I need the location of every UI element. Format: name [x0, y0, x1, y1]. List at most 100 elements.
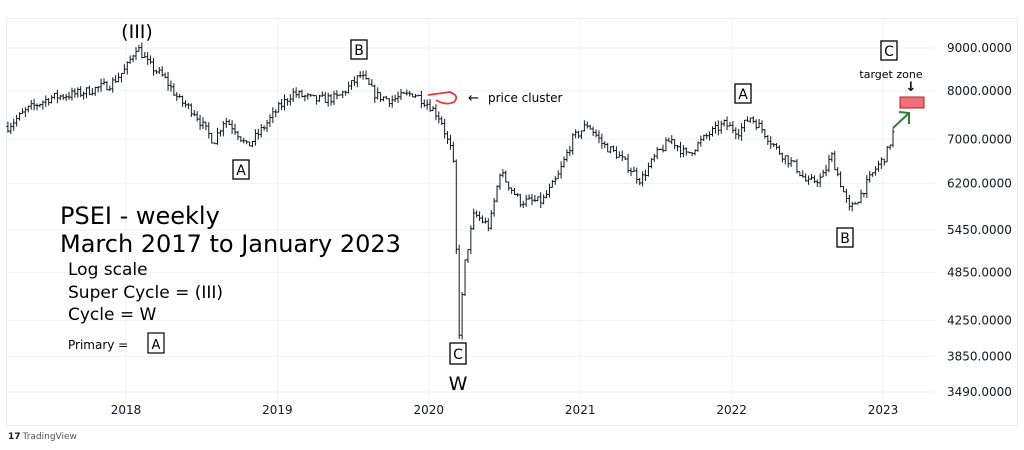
ohlc-bar [480, 215, 484, 224]
ohlc-bar [757, 119, 761, 129]
ohlc-bar [268, 114, 272, 127]
ohlc-bar [64, 93, 68, 102]
note-super-cycle: Super Cycle = (III) [68, 283, 223, 303]
ohlc-bar [859, 189, 863, 204]
ohlc-bar [55, 89, 59, 104]
tradingview-logo[interactable]: 𝟭𝟳 TradingView [8, 432, 77, 442]
chart-pane[interactable] [6, 18, 1018, 426]
ohlc-bar [853, 201, 857, 205]
ohlc-bar [603, 141, 607, 148]
ohlc-bar [885, 146, 889, 163]
ohlc-bar [530, 194, 534, 206]
ohlc-bar [693, 149, 697, 156]
ohlc-bar [93, 86, 97, 96]
ohlc-bar [842, 185, 846, 193]
ohlc-bar [868, 170, 872, 183]
ohlc-bar [114, 75, 118, 83]
ohlc-bar [649, 158, 653, 169]
ohlc-bar [777, 145, 781, 155]
ohlc-bar [381, 96, 385, 102]
ohlc-bar [504, 170, 508, 183]
ohlc-bar [612, 145, 616, 152]
ohlc-bar [198, 114, 202, 130]
ohlc-bar [804, 173, 808, 182]
svg-text:C: C [884, 44, 894, 60]
ohlc-bar [879, 157, 883, 169]
ohlc-bar [271, 107, 275, 123]
ohlc-bar [760, 120, 764, 134]
ohlc-bar [96, 86, 100, 93]
wave-label-iii: (III) [121, 21, 153, 43]
ohlc-bar [830, 151, 834, 163]
x-tick-label: 2018 [111, 403, 142, 417]
ohlc-bar [716, 120, 720, 136]
ohlc-bar [486, 218, 490, 232]
ohlc-bar [725, 116, 729, 131]
ohlc-bar [379, 92, 383, 103]
ohlc-bar [678, 141, 682, 158]
ohlc-bar [361, 70, 365, 80]
ohlc-bar [594, 129, 598, 138]
ohlc-bar [463, 259, 467, 296]
ohlc-bar [763, 129, 767, 139]
ohlc-bar [498, 173, 502, 190]
ohlc-bar [143, 51, 147, 59]
ohlc-bar [807, 175, 811, 185]
ohlc-bar [454, 159, 458, 255]
ohlc-bar [76, 87, 80, 98]
ohlc-bar [550, 179, 554, 188]
ohlc-bar [775, 143, 779, 150]
ohlc-bar [172, 83, 176, 96]
ohlc-bar [315, 95, 319, 105]
ohlc-bar [833, 150, 837, 171]
ohlc-bar [513, 187, 517, 196]
ohlc-bar [283, 94, 287, 111]
ohlc-bar [79, 86, 83, 98]
ohlc-bar [178, 93, 182, 98]
note-primary-box: A [152, 338, 161, 353]
ohlc-bar [384, 95, 388, 100]
y-axis[interactable]: 9000.0000 8000.0000 7000.0000 6200.0000 5450… [947, 41, 1012, 399]
ohlc-bar [90, 88, 94, 96]
x-axis[interactable]: 2018 2019 2020 2021 2022 2023 [111, 403, 899, 417]
ohlc-bar [111, 77, 115, 93]
ohlc-bar [35, 103, 39, 111]
ohlc-bar [218, 129, 222, 137]
ohlc-bar [151, 58, 155, 76]
ohlc-bar [108, 85, 112, 91]
ohlc-bar [82, 91, 86, 100]
ohlc-bar [146, 52, 150, 65]
ohlc-bar [119, 72, 123, 83]
ohlc-bar [6, 121, 10, 133]
ohlc-bar [696, 141, 700, 152]
ohlc-bar [865, 174, 869, 198]
ohlc-bar [259, 123, 263, 138]
ohlc-bar [661, 144, 665, 153]
ohlc-bar [585, 121, 589, 129]
ohlc-bar [70, 87, 74, 101]
ohlc-bar [285, 98, 289, 106]
ohlc-bar [547, 183, 551, 198]
ohlc-bar [347, 81, 351, 94]
ohlc-bar [836, 167, 840, 177]
ohlc-bar [527, 194, 531, 200]
ohlc-bar [446, 131, 450, 144]
ohlc-bar [780, 152, 784, 163]
ohlc-bar [431, 106, 435, 112]
ohlc-bar [227, 119, 231, 126]
ohlc-bar [597, 130, 601, 144]
ohlc-bar [664, 137, 668, 152]
ohlc-bar [862, 192, 866, 198]
ohlc-bar [411, 93, 415, 98]
ohlc-bar [839, 171, 843, 188]
ohlc-bar [405, 89, 409, 96]
ohlc-bar [134, 47, 138, 60]
ohlc-bar [876, 160, 880, 172]
ohlc-bar [239, 136, 243, 143]
ohlc-bar [300, 89, 304, 98]
ohlc-bar [466, 249, 470, 264]
ohlc-bar [545, 190, 549, 199]
ohlc-bar [434, 104, 438, 121]
ohlc-bar [323, 91, 327, 103]
